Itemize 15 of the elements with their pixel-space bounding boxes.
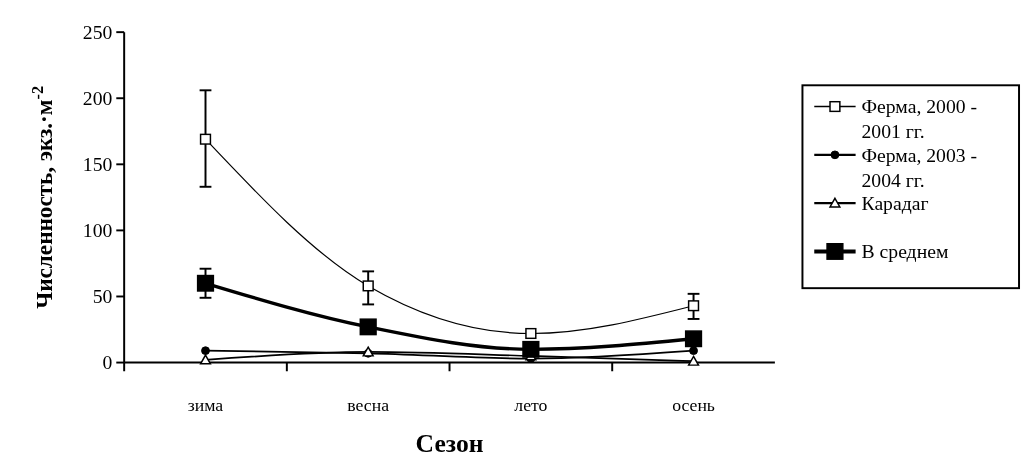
y-tick-label: 150 bbox=[82, 154, 113, 176]
y-tick-label: 0 bbox=[102, 352, 113, 374]
legend-label: Карадаг bbox=[861, 193, 929, 214]
x-axis-title: Сезон bbox=[415, 429, 484, 458]
legend-label: В среднем bbox=[861, 241, 949, 263]
x-tick-label: лето bbox=[514, 395, 548, 415]
y-tick-label: 250 bbox=[82, 22, 113, 43]
x-tick-label: осень bbox=[672, 395, 715, 415]
legend-label: Ферма, 2000 - 2001 гг. bbox=[861, 96, 978, 143]
x-tick-label: весна bbox=[347, 395, 390, 415]
y-tick-label: 100 bbox=[82, 220, 113, 242]
y-tick-label: 200 bbox=[82, 88, 113, 109]
x-tick-label: зима bbox=[187, 395, 224, 415]
legend-label: Ферма, 2003 - 2004 гг. bbox=[861, 144, 978, 191]
y-tick-label: 50 bbox=[92, 286, 113, 308]
